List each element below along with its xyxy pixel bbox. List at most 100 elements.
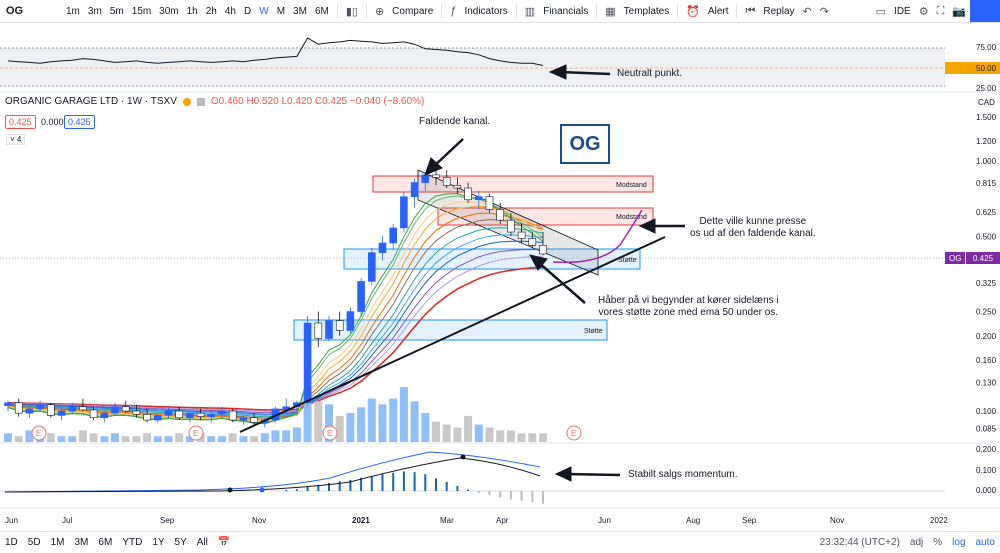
range-all[interactable]: All — [196, 537, 208, 548]
macd-hist-bar — [456, 486, 459, 491]
volume-bar — [143, 433, 152, 442]
auto-toggle[interactable]: auto — [975, 537, 995, 548]
interval-w[interactable]: W — [259, 5, 269, 17]
macd-hist-bar — [360, 477, 363, 491]
support-note: Håber på vi begynder at kører sidelæns i… — [598, 295, 779, 318]
macd-hist-bar — [328, 482, 330, 491]
last-price-value: 0.425 — [973, 254, 994, 263]
interval-m[interactable]: M — [276, 5, 286, 17]
macd-hist-bar — [477, 491, 480, 494]
macd-hist-bar — [317, 484, 320, 491]
ema-line — [7, 193, 544, 425]
chart-area[interactable]: 75.00 50.00 25.00 Modstand Modstand Støt… — [0, 22, 1000, 531]
ema-line — [7, 195, 544, 424]
time-axis[interactable]: Jun Jul Sep Nov 2021 Mar Apr Jun Aug Sep Nov 2022 — [0, 507, 1000, 525]
alert-button[interactable]: Alert — [707, 5, 729, 17]
fullscreen-icon[interactable]: ⛶ — [936, 4, 945, 17]
financials-icon[interactable]: ▥ — [524, 5, 536, 18]
price-tick-0.500: 0.500 — [976, 232, 997, 241]
range-6m[interactable]: 6M — [98, 537, 113, 548]
layout-icon[interactable]: ▭ — [875, 5, 887, 18]
range-3m[interactable]: 3M — [74, 537, 89, 548]
breakout-note: Dette ville kunne presse os ud af den fa… — [690, 216, 816, 239]
volume-bar — [528, 433, 537, 442]
interval-d[interactable]: D — [244, 5, 252, 17]
candle-body — [400, 196, 408, 229]
volume-bar — [303, 389, 312, 442]
range-1d[interactable]: 1D — [5, 537, 18, 548]
replay-button[interactable]: Replay — [763, 5, 795, 17]
candle-type-icon[interactable]: ▮▯ — [345, 5, 358, 18]
spread-value: 0.000 — [41, 117, 64, 127]
financials-button[interactable]: Financials — [543, 5, 589, 17]
volume-bar — [185, 436, 194, 442]
interval-1m[interactable]: 1m — [66, 5, 80, 17]
rsi-tick-75: 75.00 — [976, 43, 997, 52]
macd-hist-bar — [381, 474, 384, 491]
range-1y[interactable]: 1Y — [152, 537, 165, 548]
macd-hist-bar — [370, 475, 373, 491]
compare-icon[interactable]: ⊕ — [374, 5, 385, 18]
volume-bar — [218, 436, 226, 442]
replay-icon[interactable]: ⏮ — [745, 4, 756, 17]
interval-1h[interactable]: 1h — [186, 5, 198, 17]
price-axis[interactable]: 1.500 1.200 1.000 0.815 0.625 0.500 0.325 0.250… — [976, 113, 997, 434]
candle-body — [218, 410, 226, 415]
interval-3mo[interactable]: 3M — [293, 5, 307, 17]
legend-ohlc: O0.460 H0.520 L0.420 C0.425 −0.040 (−8.6… — [210, 96, 425, 107]
camera-icon[interactable]: 📷 — [952, 5, 966, 18]
macd-hist-bar — [392, 472, 395, 491]
percent-toggle[interactable]: % — [933, 537, 943, 548]
time-tick-Aug: Aug — [686, 516, 700, 525]
rsi-tick-50: 50.00 — [976, 64, 997, 73]
price-tick-0.200: 0.200 — [976, 332, 997, 341]
volume-bar — [239, 436, 248, 442]
adj-toggle[interactable]: adj — [909, 537, 924, 548]
indicator-toggle[interactable]: ˅ 4 — [6, 134, 26, 145]
candle-body — [100, 412, 109, 419]
undo-icon[interactable]: ↶ — [802, 5, 812, 18]
candle-body — [68, 406, 76, 412]
indicators-button[interactable]: Indicators — [464, 5, 508, 17]
ide-button[interactable]: IDE — [894, 5, 911, 17]
symbol-search[interactable]: OG — [6, 5, 24, 17]
support-label-1: Støtte — [618, 257, 637, 264]
candle-body — [357, 281, 365, 312]
settings-icon[interactable]: ⚙ — [918, 5, 929, 18]
interval-2h[interactable]: 2h — [205, 5, 217, 17]
volume-bar — [432, 421, 440, 442]
volume-bar — [389, 398, 398, 442]
price-pane: Modstand Modstand Støtte Støtte E E E E — [0, 91, 1000, 442]
goto-date-icon[interactable]: 📅 — [217, 537, 231, 548]
redo-icon[interactable]: ↷ — [819, 5, 829, 18]
clock[interactable]: 23:32:44 (UTC+2) — [819, 537, 900, 548]
ema-ribbon — [7, 193, 544, 425]
price-tick-0.325: 0.325 — [976, 279, 997, 288]
range-5d[interactable]: 5D — [27, 537, 41, 548]
range-1m[interactable]: 1M — [50, 537, 65, 548]
sell-price-button[interactable]: 0.425 — [5, 115, 36, 129]
log-toggle[interactable]: log — [952, 537, 966, 548]
interval-3m[interactable]: 3m — [87, 5, 102, 17]
svg-text:E: E — [327, 429, 332, 438]
range-5y[interactable]: 5Y — [174, 537, 187, 548]
interval-4h[interactable]: 4h — [224, 5, 236, 17]
volume-bar — [292, 427, 301, 442]
volume-bar — [121, 436, 130, 442]
templates-button[interactable]: Templates — [623, 5, 670, 17]
interval-6mo[interactable]: 6M — [314, 5, 329, 17]
indicators-icon[interactable]: ƒ — [450, 5, 457, 17]
interval-15m[interactable]: 15m — [131, 5, 152, 17]
price-tick-1.200: 1.200 — [976, 137, 997, 146]
range-ytd[interactable]: YTD — [122, 537, 143, 548]
volume-bar — [410, 401, 419, 442]
interval-30m[interactable]: 30m — [159, 5, 179, 17]
compare-button[interactable]: Compare — [392, 5, 434, 17]
candle-body — [282, 406, 291, 410]
templates-icon[interactable]: ▦ — [605, 5, 616, 18]
buy-price-button[interactable]: 0.425 — [64, 115, 95, 129]
alert-icon[interactable]: ⏰ — [686, 5, 700, 18]
time-tick-Apr: Apr — [496, 516, 509, 525]
publish-button[interactable] — [970, 0, 1000, 22]
interval-5m[interactable]: 5m — [109, 5, 124, 17]
